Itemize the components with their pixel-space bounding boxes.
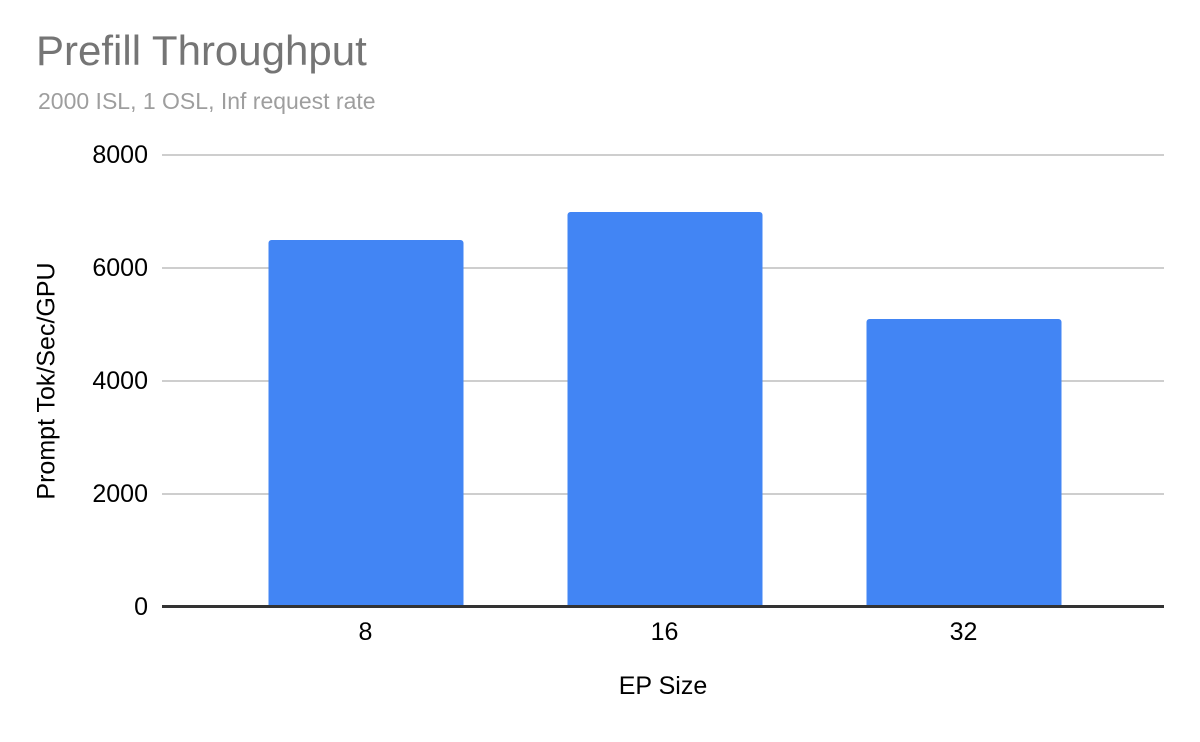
x-axis-title: EP Size [618, 672, 708, 700]
chart-subtitle: 2000 ISL, 1 OSL, Inf request rate [38, 88, 376, 114]
bar-series: 8 16 32 [216, 155, 1113, 646]
bar-slot-16: 16 [515, 155, 814, 646]
y-axis-tick-labels: 0 2000 4000 6000 8000 [0, 142, 148, 620]
y-tick-label-4000: 4000 [92, 367, 148, 395]
x-tick-label-32: 32 [949, 618, 978, 646]
gridline-8000 [162, 154, 1164, 156]
x-axis-line [162, 605, 1164, 608]
x-tick-label-8: 8 [358, 618, 373, 646]
bar-slot-32: 32 [814, 155, 1113, 646]
bar-ep-8 [268, 239, 463, 607]
y-tick-label-0: 0 [134, 593, 148, 621]
bar-slot-8: 8 [216, 155, 515, 646]
y-tick-label-6000: 6000 [92, 254, 148, 282]
plot-area: 8 16 32 [162, 154, 1164, 646]
chart-title: Prefill Throughput [36, 27, 367, 74]
bar-ep-32 [866, 318, 1061, 607]
x-tick-label-16: 16 [650, 618, 679, 646]
bar-ep-16 [567, 211, 762, 607]
y-tick-label-2000: 2000 [92, 480, 148, 508]
y-tick-label-8000: 8000 [92, 141, 148, 169]
